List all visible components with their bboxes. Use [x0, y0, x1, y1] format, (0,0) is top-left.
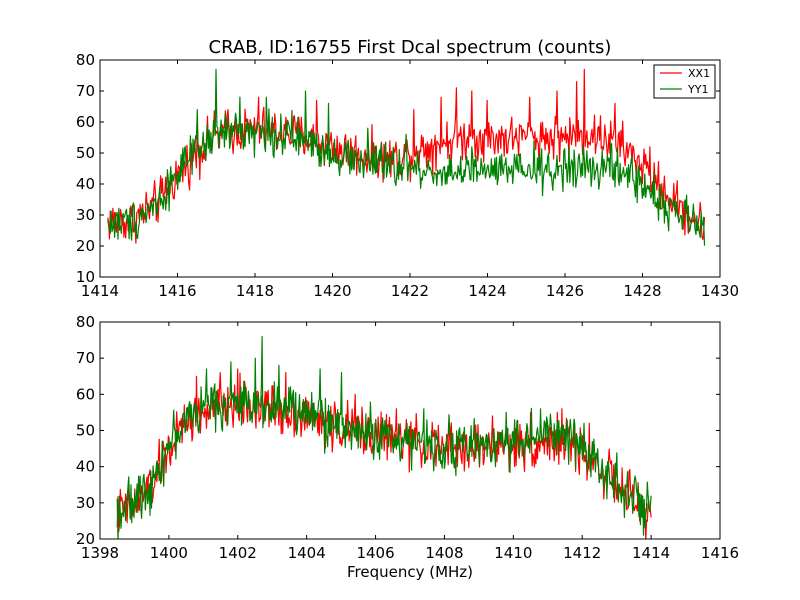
legend-box	[653, 64, 716, 99]
bottom-y-tick-label: 60	[76, 385, 95, 403]
top-x-tick-label: 1416	[158, 282, 196, 300]
bottom-x-tick-label: 1404	[288, 544, 326, 562]
legend-label-xx1: XX1	[688, 67, 710, 80]
top-y-tick-label: 50	[76, 144, 95, 162]
chart-title: CRAB, ID:16755 First Dcal spectrum (coun…	[209, 37, 612, 58]
top-x-tick-label: 1418	[236, 282, 274, 300]
bottom-y-tick-label: 70	[76, 349, 95, 367]
top-series-yy1-line	[107, 68, 706, 246]
bottom-y-tick-label: 40	[76, 458, 95, 476]
bottom-x-tick-label: 1414	[632, 544, 670, 562]
top-x-tick-label: 1420	[313, 282, 351, 300]
bottom-y-tick-label: 30	[76, 494, 95, 512]
top-y-tick-label: 80	[76, 51, 95, 69]
bottom-ticks-layer: 1398 1400 1402 1404 1406 1408 1410 1412 1414 1416…	[76, 313, 739, 562]
top-y-tick-label: 10	[76, 268, 95, 286]
top-x-tick-label: 1428	[623, 282, 661, 300]
bottom-y-tick-label: 50	[76, 422, 95, 440]
top-series-layer	[107, 68, 706, 246]
bottom-x-tick-label: 1400	[150, 544, 188, 562]
bottom-y-tick-label: 20	[76, 530, 95, 548]
top-panel: CRAB, ID:16755 First Dcal spectrum (coun…	[76, 37, 739, 300]
top-ticks-layer: 1414 1416 1418 1420 1422 1424 1426 1428 1430 10 20…	[76, 51, 739, 300]
bottom-panel: 1398 1400 1402 1404 1406 1408 1410 1412 1414 1416…	[76, 313, 739, 581]
x-axis-label: Frequency (MHz)	[347, 563, 473, 581]
top-x-tick-label: 1426	[546, 282, 584, 300]
bottom-series-layer	[116, 335, 652, 539]
legend: XX1 YY1	[653, 64, 716, 99]
top-y-tick-label: 40	[76, 175, 95, 193]
bottom-x-tick-label: 1398	[81, 544, 119, 562]
bottom-x-tick-label: 1408	[425, 544, 463, 562]
bottom-x-tick-label: 1412	[563, 544, 601, 562]
bottom-series-yy1-line	[116, 335, 652, 539]
bottom-y-tick-label: 80	[76, 313, 95, 331]
top-y-tick-label: 30	[76, 206, 95, 224]
top-x-tick-label: 1422	[391, 282, 429, 300]
top-x-tick-label: 1430	[701, 282, 739, 300]
top-y-tick-label: 20	[76, 237, 95, 255]
legend-label-yy1: YY1	[687, 83, 708, 96]
bottom-series-xx1-line	[116, 368, 652, 539]
top-x-tick-label: 1424	[468, 282, 506, 300]
top-x-tick-label: 1414	[81, 282, 119, 300]
bottom-x-tick-label: 1416	[701, 544, 739, 562]
top-y-tick-label: 70	[76, 82, 95, 100]
top-y-tick-label: 60	[76, 113, 95, 131]
bottom-x-tick-label: 1402	[219, 544, 257, 562]
bottom-x-tick-label: 1406	[356, 544, 394, 562]
bottom-x-tick-label: 1410	[494, 544, 532, 562]
